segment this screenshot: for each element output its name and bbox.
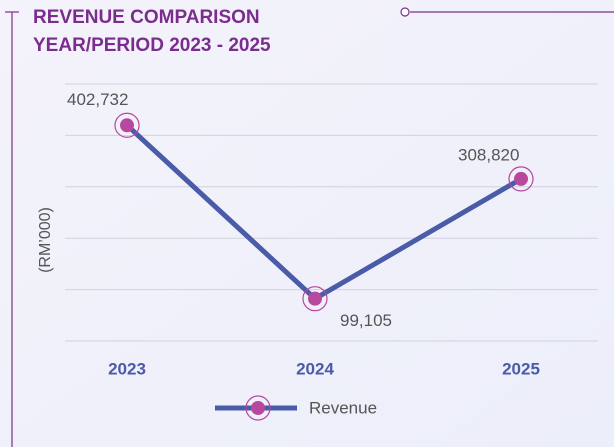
y-axis-label: (RM’000) xyxy=(37,207,54,273)
marker-ring xyxy=(114,112,140,138)
legend-ring xyxy=(245,395,271,421)
x-tick-label: 2025 xyxy=(502,359,540,378)
legend-marker xyxy=(251,401,265,415)
chart-subtitle: YEAR/PERIOD 2023 - 2025 xyxy=(33,35,271,56)
decor-dot xyxy=(400,7,410,17)
data-label: 99,105 xyxy=(340,311,392,330)
marker xyxy=(308,291,322,306)
marker xyxy=(120,118,134,133)
x-tick-label: 2023 xyxy=(108,359,146,378)
marker-ring xyxy=(508,166,534,192)
data-label: 308,820 xyxy=(458,145,519,164)
data-label: 402,732 xyxy=(67,90,128,109)
legend-label: Revenue xyxy=(309,398,377,417)
x-tick-label: 2024 xyxy=(296,359,334,378)
marker xyxy=(514,171,528,186)
chart-title: REVENUE COMPARISON xyxy=(33,7,260,28)
marker-ring xyxy=(302,286,328,312)
